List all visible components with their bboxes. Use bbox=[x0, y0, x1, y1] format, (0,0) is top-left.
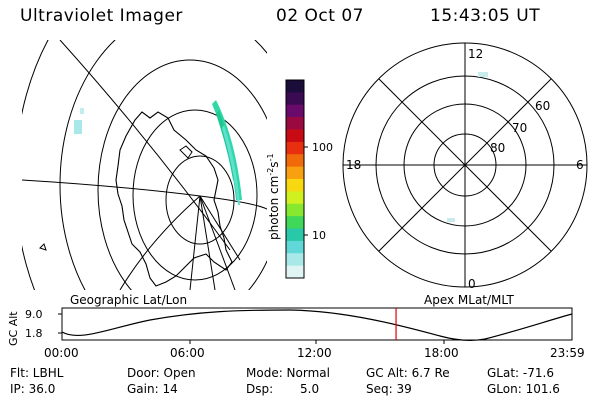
xtick-0000: 00:00 bbox=[44, 346, 79, 360]
altitude-ytick-1.8: 1.8 bbox=[25, 327, 43, 340]
lat-circle bbox=[97, 59, 267, 290]
dsp-value: 5.0 bbox=[300, 382, 320, 396]
colorbar-tick-100: 100 bbox=[312, 141, 333, 154]
meridian-line bbox=[199, 195, 241, 261]
xtick-1200: 12:00 bbox=[297, 346, 332, 360]
lat-label-60: 60 bbox=[535, 99, 550, 113]
mlt-line bbox=[378, 78, 552, 252]
mlt-label-12: 12 bbox=[468, 47, 483, 61]
colorbar-segment bbox=[286, 240, 304, 254]
auroral-emission bbox=[74, 100, 242, 205]
filter-info: Flt: LBHL bbox=[10, 366, 64, 380]
colorbar-segment bbox=[286, 80, 304, 93]
altitude-ylabel: GC Alt bbox=[7, 311, 20, 346]
altitude-curve bbox=[61, 309, 573, 342]
lat-label-70: 70 bbox=[512, 121, 527, 135]
colorbar-segment bbox=[286, 228, 304, 242]
mlt-label-6: 6 bbox=[576, 158, 584, 172]
mlt-label-0: 0 bbox=[468, 277, 476, 291]
glon-info: GLon: 101.6 bbox=[487, 382, 560, 396]
colorbar-segment bbox=[286, 166, 304, 180]
gc-alt-info: GC Alt: 6.7 Re bbox=[366, 366, 450, 380]
glat-info: GLat: -71.6 bbox=[487, 366, 554, 380]
coastline bbox=[179, 145, 193, 159]
polar-emission bbox=[447, 72, 488, 222]
door-info: Door: Open bbox=[127, 366, 196, 380]
colorbar-frame bbox=[285, 79, 305, 279]
colorbar-segment bbox=[286, 191, 304, 205]
meridian-line bbox=[189, 195, 201, 290]
xtick-0600: 06:00 bbox=[170, 346, 205, 360]
coastline bbox=[39, 243, 47, 251]
colorbar-label: photon cm-2s-1 bbox=[266, 153, 281, 240]
meridian-line bbox=[199, 195, 236, 290]
gain-info: Gain: 14 bbox=[127, 382, 178, 396]
lat-circle bbox=[132, 109, 258, 281]
meridian-line bbox=[119, 195, 201, 290]
coastline bbox=[115, 111, 233, 287]
colorbar-segment bbox=[286, 141, 304, 155]
polar-plot bbox=[342, 42, 588, 288]
meridian-line bbox=[199, 195, 216, 290]
geographic-label: Geographic Lat/Lon bbox=[70, 293, 188, 307]
mode-info: Mode: Normal bbox=[246, 366, 330, 380]
geographic-map bbox=[22, 40, 267, 290]
colorbar-segment bbox=[286, 179, 304, 192]
date-label: 02 Oct 07 bbox=[276, 6, 364, 26]
ip-info: IP: 36.0 bbox=[10, 382, 56, 396]
seq-info: Seq: 39 bbox=[366, 382, 412, 396]
colorbar-segment bbox=[286, 117, 304, 130]
dsp-label: Dsp: bbox=[246, 382, 274, 396]
instrument-title: Ultraviolet Imager bbox=[20, 6, 183, 26]
lat-circle bbox=[165, 155, 235, 245]
lat-circle bbox=[59, 40, 267, 290]
mlt-label-18: 18 bbox=[346, 158, 361, 172]
altitude-ytick-9: 9.0 bbox=[25, 308, 43, 321]
colorbar bbox=[286, 80, 304, 279]
colorbar-segment bbox=[286, 265, 304, 279]
colorbar-tick-10: 10 bbox=[312, 229, 326, 242]
colorbar-segment bbox=[286, 203, 304, 217]
colorbar-segment bbox=[286, 216, 304, 229]
xtick-1800: 18:00 bbox=[424, 346, 459, 360]
lat-label-80: 80 bbox=[490, 141, 505, 155]
time-label: 15:43:05 UT bbox=[430, 6, 541, 26]
colorbar-segment bbox=[286, 92, 304, 106]
colorbar-segment bbox=[286, 129, 304, 143]
colorbar-segment bbox=[286, 104, 304, 118]
colorbar-segment bbox=[286, 253, 304, 267]
colorbar-segment bbox=[286, 154, 304, 168]
apex-label: Apex MLat/MLT bbox=[424, 293, 514, 307]
altitude-plot-frame bbox=[61, 307, 573, 341]
xtick-2359: 23:59 bbox=[550, 346, 585, 360]
